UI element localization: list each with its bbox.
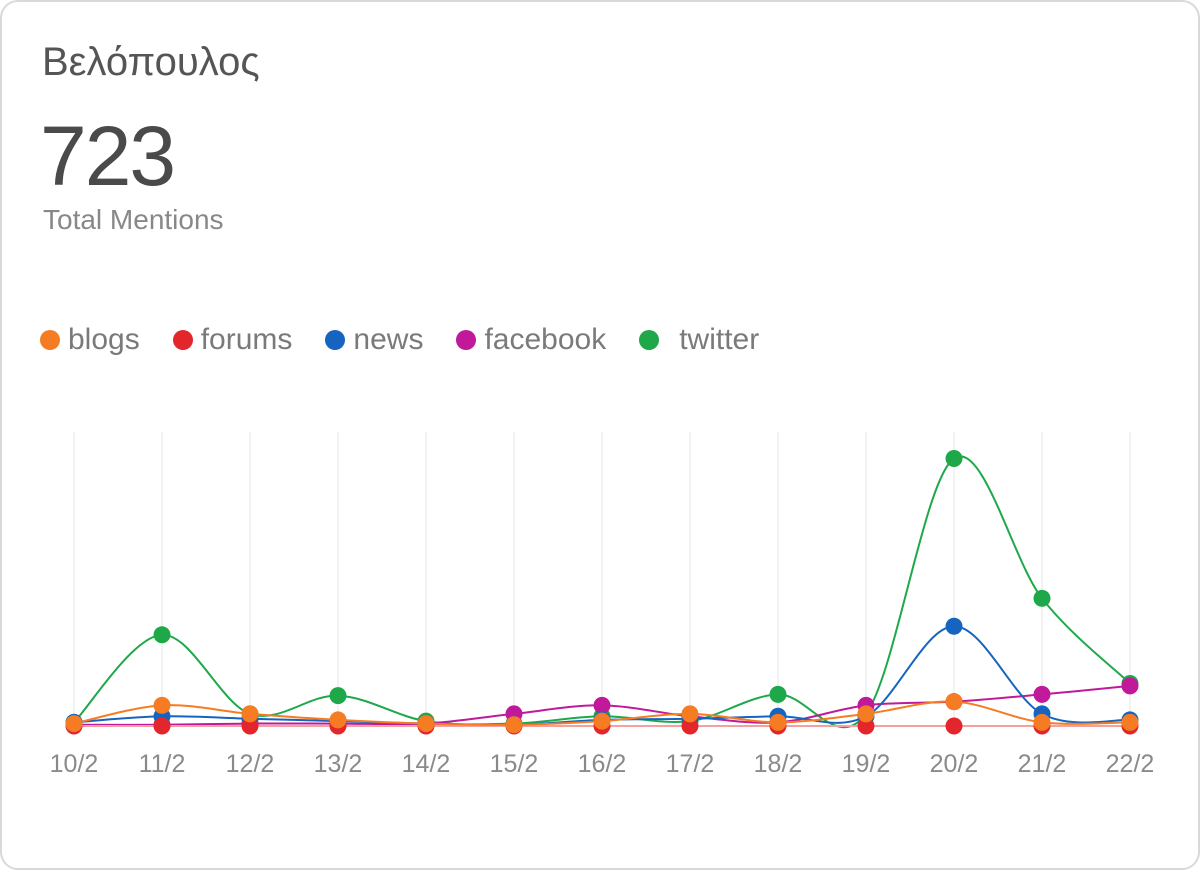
point-twitter-21-2[interactable] [1033, 589, 1051, 607]
legend-dot-forums [172, 330, 193, 350]
point-blogs-19-2[interactable] [857, 705, 875, 723]
legend-item-twitter[interactable]: twitter [639, 323, 759, 357]
x-tick-label: 14/2 [402, 750, 451, 778]
x-tick-label: 13/2 [314, 750, 363, 778]
point-forums-17-2[interactable] [681, 717, 699, 735]
point-forums-20-2[interactable] [945, 717, 963, 735]
legend-dot-twitter [639, 330, 660, 350]
legend-item-news[interactable]: news [325, 323, 423, 357]
legend-label-blogs: blogs [68, 323, 140, 356]
point-facebook-21-2[interactable] [1033, 685, 1051, 703]
x-tick-label: 21/2 [1018, 750, 1067, 778]
legend-dot-news [325, 330, 346, 350]
point-twitter-11-2[interactable] [153, 626, 171, 644]
point-blogs-20-2[interactable] [945, 693, 963, 711]
x-tick-label: 18/2 [754, 750, 803, 778]
point-forums-11-2[interactable] [153, 717, 171, 735]
point-twitter-13-2[interactable] [329, 687, 347, 705]
total-label: Total Mentions [43, 204, 224, 235]
legend-dot-facebook [456, 330, 477, 350]
card-title: Βελόπουλος [42, 40, 260, 84]
x-tick-label: 16/2 [578, 750, 627, 778]
x-tick-label: 15/2 [490, 750, 539, 778]
x-tick-label: 10/2 [50, 750, 99, 778]
point-blogs-21-2[interactable] [1033, 713, 1051, 731]
point-blogs-17-2[interactable] [681, 705, 699, 723]
point-news-20-2[interactable] [945, 617, 963, 635]
legend-label-twitter: twitter [679, 323, 760, 356]
x-tick-label: 12/2 [226, 750, 275, 778]
legend-item-forums[interactable]: forums [172, 323, 293, 357]
x-tick-label: 19/2 [842, 750, 891, 778]
point-twitter-20-2[interactable] [945, 449, 963, 467]
point-blogs-10-2[interactable] [65, 715, 83, 733]
point-blogs-16-2[interactable] [593, 712, 611, 730]
total-count: 723 [40, 109, 176, 203]
point-blogs-22-2[interactable] [1121, 713, 1139, 731]
chart-legend: blogs forums news facebook twitter [40, 320, 792, 360]
x-tick-label: 20/2 [930, 750, 979, 778]
legend-dot-blogs [40, 330, 60, 350]
point-blogs-14-2[interactable] [417, 715, 435, 733]
point-blogs-18-2[interactable] [769, 713, 787, 731]
legend-item-facebook[interactable]: facebook [456, 323, 606, 357]
x-tick-label: 17/2 [666, 750, 715, 778]
point-forums-12-2[interactable] [241, 717, 259, 735]
point-facebook-16-2[interactable] [593, 696, 611, 714]
legend-item-blogs[interactable]: blogs [40, 323, 140, 357]
point-blogs-12-2[interactable] [241, 705, 259, 723]
point-twitter-18-2[interactable] [769, 685, 787, 703]
legend-label-forums: forums [200, 323, 293, 356]
point-forums-19-2[interactable] [857, 717, 875, 735]
point-blogs-11-2[interactable] [153, 696, 171, 714]
x-tick-label: 11/2 [139, 750, 186, 778]
legend-label-facebook: facebook [484, 323, 607, 356]
point-facebook-22-2[interactable] [1121, 677, 1139, 695]
x-tick-label: 22/2 [1106, 750, 1155, 778]
point-blogs-13-2[interactable] [329, 711, 347, 729]
legend-label-news: news [353, 323, 424, 356]
point-blogs-15-2[interactable] [505, 716, 523, 734]
